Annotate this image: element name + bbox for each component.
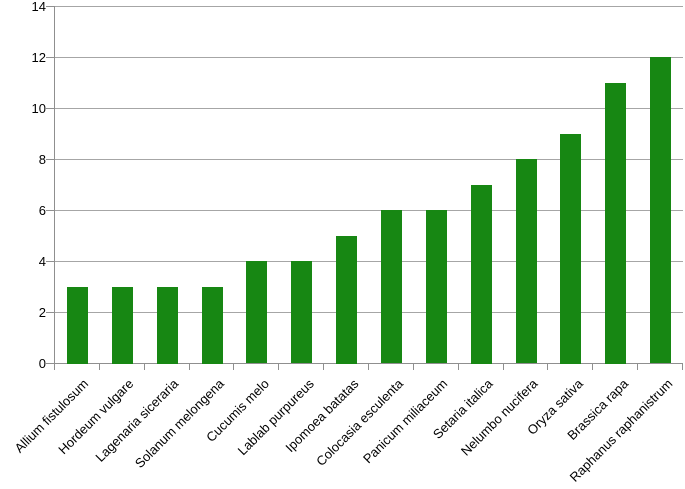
bar-oryza-sativa [560,134,581,364]
y-axis-tick-label: 12 [31,50,46,65]
x-axis-line [54,363,683,364]
x-axis-tick [278,364,279,370]
y-axis-tick [46,6,55,7]
gridline [55,108,683,109]
y-axis-tick [46,159,55,160]
x-axis-tick [189,364,190,370]
x-axis-tick [547,364,548,370]
bar-colocasia-esculenta [381,210,402,363]
y-axis-tick-label: 0 [38,356,46,371]
bar-lablab-purpureus [291,261,312,363]
x-axis-tick [54,364,55,370]
x-axis-tick [637,364,638,370]
bar-lagenaria-siceraria [157,287,178,364]
y-axis-tick [46,363,55,364]
bar-setaria-italica [471,185,492,364]
x-axis-tick [323,364,324,370]
y-axis-tick-label: 10 [31,101,46,116]
y-axis-tick-label: 6 [38,203,46,218]
x-axis-tick [458,364,459,370]
bar-raphanus-raphanistrum [650,57,671,363]
x-category-label: Lagenaria siceraria [92,376,182,465]
y-axis-tick [46,108,55,109]
bar-hordeum-vulgare [112,287,133,364]
x-axis-tick [682,364,683,370]
x-axis-tick [503,364,504,370]
x-axis-tick [144,364,145,370]
bar-cucumis-melo [246,261,267,363]
x-axis-tick [413,364,414,370]
gridline [55,210,683,211]
x-category-label: Allium fistulosum [12,376,92,456]
y-axis-tick-label: 14 [31,0,46,14]
x-axis-tick [592,364,593,370]
gridline [55,261,683,262]
bar-solanum-melongena [202,287,223,364]
y-axis-line [54,6,55,364]
bar-allium-fistulosum [67,287,88,364]
gridline [55,159,683,160]
bar-ipomoea-batatas [336,236,357,364]
x-category-label: Nelumbo nucifera [457,376,541,459]
x-axis-tick [233,364,234,370]
x-category-label: Lablab purpureus [234,376,317,459]
gridline [55,312,683,313]
gridline [55,57,683,58]
bar-brassica-rapa [605,83,626,364]
y-axis-tick-label: 8 [38,152,46,167]
y-axis-tick-label: 2 [38,305,46,320]
gridline [55,6,683,7]
y-axis-tick [46,312,55,313]
y-axis-tick [46,261,55,262]
bar-panicum-miliaceum [426,210,447,363]
y-axis-tick [46,210,55,211]
y-axis-tick-label: 4 [38,254,46,269]
bar-nelumbo-nucifera [516,159,537,363]
x-axis-tick [368,364,369,370]
y-axis-tick [46,57,55,58]
x-category-label: Panicum miliaceum [360,376,451,467]
x-axis-tick [99,364,100,370]
